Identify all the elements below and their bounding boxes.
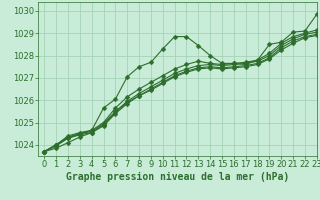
X-axis label: Graphe pression niveau de la mer (hPa): Graphe pression niveau de la mer (hPa) [66, 172, 289, 182]
